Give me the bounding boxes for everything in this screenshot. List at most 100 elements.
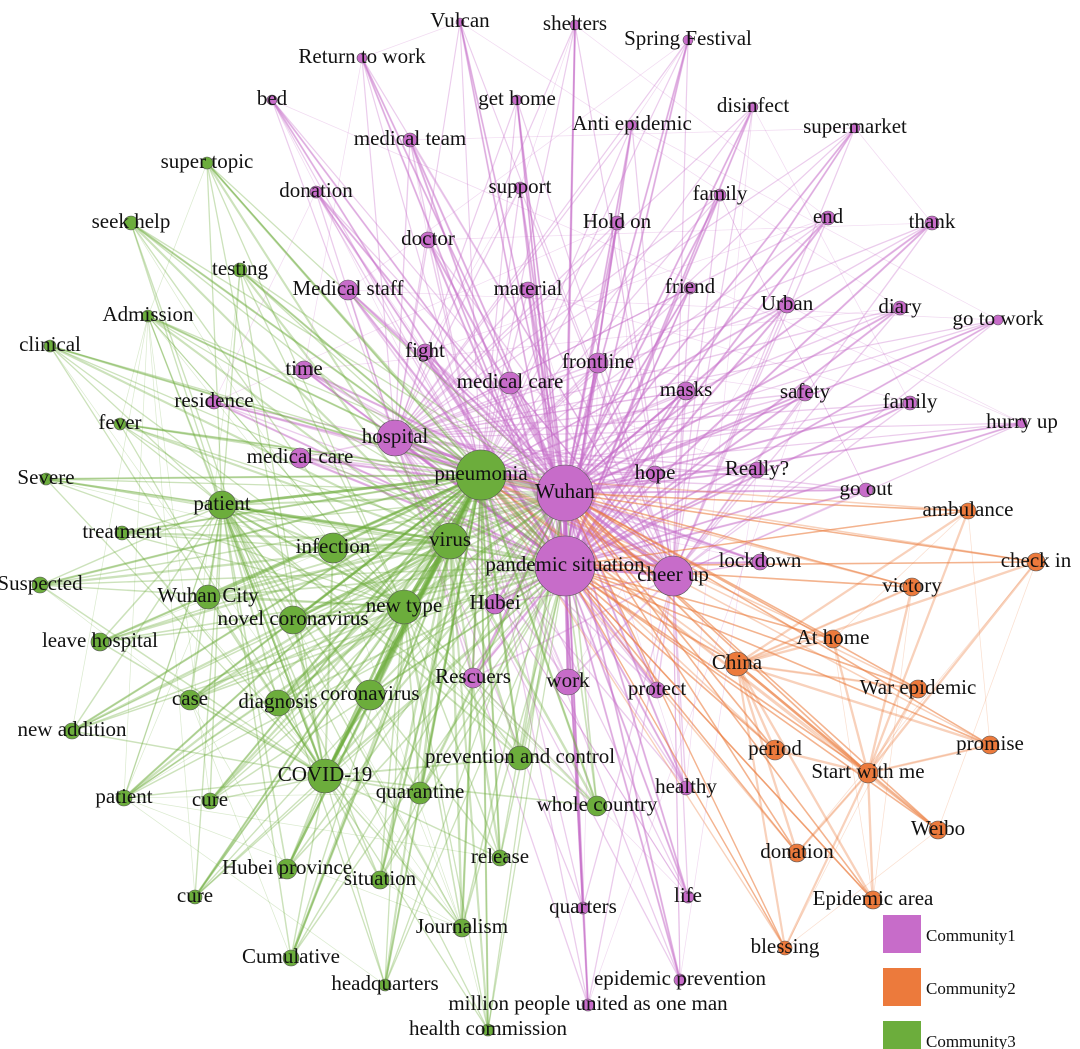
edge <box>45 478 566 567</box>
edge <box>286 606 405 870</box>
edge <box>480 474 687 789</box>
node-label: cure <box>192 787 228 811</box>
edge <box>564 492 1037 563</box>
edge <box>564 492 874 901</box>
node <box>376 419 414 457</box>
edge <box>479 474 490 1031</box>
edge <box>564 106 754 567</box>
node <box>724 651 750 677</box>
edge <box>480 469 758 476</box>
edge <box>866 586 914 774</box>
node <box>683 281 697 295</box>
node <box>908 679 928 699</box>
edge <box>519 187 566 494</box>
node-label: Wuhan City <box>157 583 259 607</box>
edge <box>631 39 689 126</box>
edge <box>221 504 386 986</box>
edge <box>130 222 451 542</box>
edge <box>564 390 687 567</box>
node-label: Spring Festival <box>624 26 752 50</box>
edge <box>189 699 326 777</box>
node <box>370 870 390 890</box>
edge <box>213 401 566 567</box>
edge <box>480 106 754 476</box>
node <box>536 464 594 522</box>
edge <box>564 565 786 949</box>
edge <box>564 106 754 567</box>
edge <box>564 304 788 567</box>
edge <box>147 315 196 898</box>
edge <box>459 21 901 309</box>
edge <box>123 596 209 799</box>
node-label: Wuhan <box>535 479 595 503</box>
edge <box>582 907 589 1006</box>
edge <box>564 127 856 567</box>
edge <box>672 304 788 577</box>
edge <box>271 99 569 683</box>
edge <box>427 222 933 241</box>
edge <box>147 315 223 506</box>
edge <box>394 390 687 439</box>
node-label: Medical staff <box>293 276 404 300</box>
edge <box>209 540 451 802</box>
node <box>748 461 766 479</box>
edge <box>221 504 326 777</box>
edge <box>672 402 911 577</box>
edge <box>71 315 149 732</box>
node <box>902 395 918 411</box>
node <box>747 101 759 113</box>
edge <box>221 473 482 507</box>
node-label: get home <box>478 86 556 110</box>
edge <box>480 474 501 859</box>
edge <box>49 345 223 506</box>
edge <box>323 540 452 777</box>
edge <box>277 606 405 704</box>
edge <box>564 319 999 567</box>
edge <box>39 584 191 701</box>
node-label: end <box>813 204 844 228</box>
edge <box>121 531 451 543</box>
node-label: time <box>285 356 322 380</box>
edge <box>564 492 869 774</box>
edge <box>383 474 483 986</box>
edge <box>564 222 933 494</box>
edge <box>303 307 901 371</box>
edge <box>394 382 511 439</box>
node <box>39 472 53 486</box>
edge <box>719 194 867 491</box>
edge <box>564 222 933 567</box>
edge <box>394 21 461 439</box>
edge <box>866 688 920 774</box>
node <box>609 215 625 231</box>
edge <box>564 492 776 751</box>
node-label: million people united as one man <box>448 991 728 1015</box>
edge <box>480 474 761 563</box>
edge <box>207 565 566 598</box>
edge <box>672 489 867 577</box>
edge <box>427 239 482 476</box>
edge <box>519 187 674 577</box>
node <box>206 394 222 410</box>
edge <box>289 540 452 959</box>
edge <box>45 478 334 549</box>
edge <box>574 24 829 219</box>
edge <box>563 565 682 981</box>
node <box>276 858 298 880</box>
node <box>569 19 581 31</box>
node <box>115 789 133 807</box>
edge <box>459 21 674 577</box>
node-label: quarters <box>549 894 617 918</box>
edge <box>582 362 599 909</box>
edge <box>567 304 788 683</box>
edge <box>480 24 576 476</box>
edge <box>527 289 911 404</box>
edge <box>564 422 1023 567</box>
edge <box>867 772 939 831</box>
edge <box>424 187 521 353</box>
edge <box>472 492 566 679</box>
edge <box>736 663 939 831</box>
edge <box>361 57 482 476</box>
edge <box>123 540 451 799</box>
edge <box>221 504 405 608</box>
edge <box>99 539 451 644</box>
